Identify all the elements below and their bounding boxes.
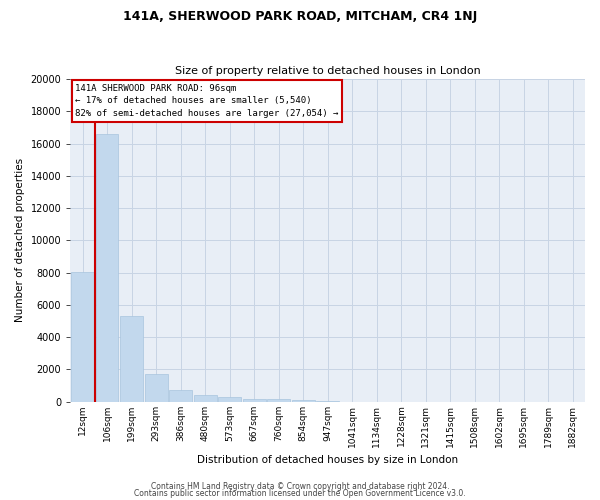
Bar [194,396,217,402]
Y-axis label: Number of detached properties: Number of detached properties [15,158,25,322]
Bar [243,398,266,402]
Bar [267,400,290,402]
Title: Size of property relative to detached houses in London: Size of property relative to detached ho… [175,66,481,76]
Bar [218,397,241,402]
Bar [292,400,314,402]
Text: Contains public sector information licensed under the Open Government Licence v3: Contains public sector information licen… [134,490,466,498]
Text: 141A, SHERWOOD PARK ROAD, MITCHAM, CR4 1NJ: 141A, SHERWOOD PARK ROAD, MITCHAM, CR4 1… [123,10,477,23]
Bar [145,374,167,402]
X-axis label: Distribution of detached houses by size in London: Distribution of detached houses by size … [197,455,458,465]
Text: Contains HM Land Registry data © Crown copyright and database right 2024.: Contains HM Land Registry data © Crown c… [151,482,449,491]
Bar [71,272,94,402]
Bar [95,134,118,402]
Bar [169,390,192,402]
Text: 141A SHERWOOD PARK ROAD: 96sqm
← 17% of detached houses are smaller (5,540)
82% : 141A SHERWOOD PARK ROAD: 96sqm ← 17% of … [76,84,339,118]
Bar [316,401,339,402]
Bar [120,316,143,402]
